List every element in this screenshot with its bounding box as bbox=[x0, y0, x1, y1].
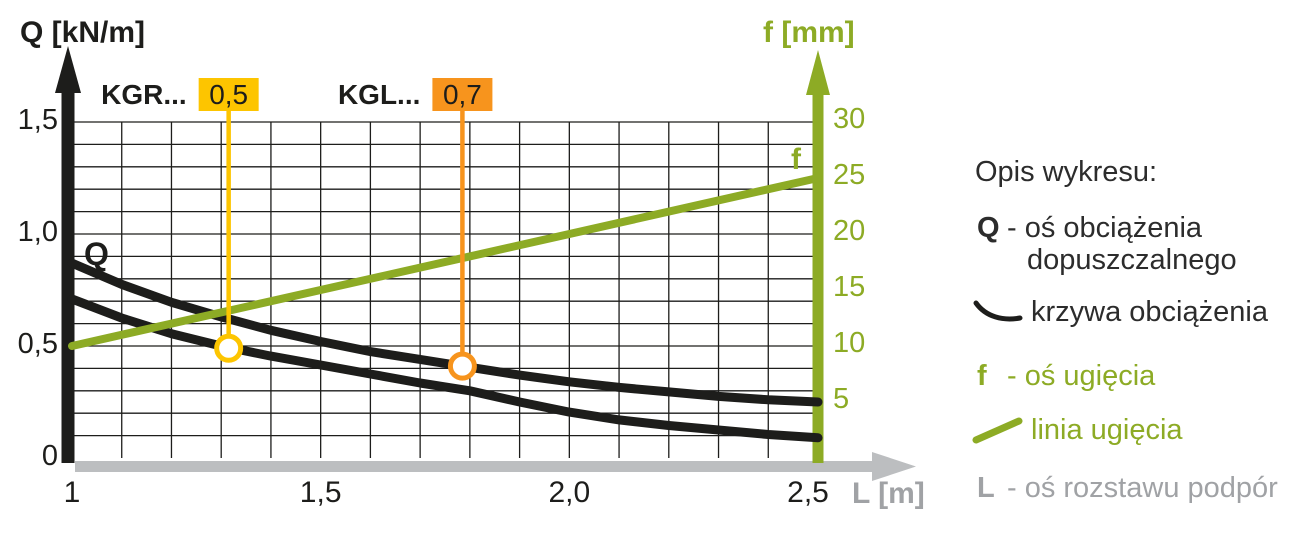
legend-l-text: - oś rozstawu podpór bbox=[1007, 472, 1278, 504]
legend-line-text: linia ugięcia bbox=[1031, 414, 1183, 446]
l-axis-arrow bbox=[872, 452, 916, 481]
legend-f-symbol: f bbox=[977, 360, 987, 392]
legend-q-symbol: Q bbox=[977, 212, 1000, 244]
legend-row-load-curve: krzywa obciążenia bbox=[973, 296, 1268, 329]
legend-row-f-axis: f - oś ugięcia bbox=[977, 360, 1155, 393]
f-axis-bar bbox=[812, 90, 824, 463]
load-curve-label: Q bbox=[84, 236, 109, 272]
load-curve bbox=[67, 258, 823, 407]
q-tick-label: 0 bbox=[42, 440, 58, 472]
legend-row-l-axis: L - oś rozstawu podpór bbox=[977, 472, 1278, 505]
f-tick-label: 30 bbox=[833, 103, 865, 135]
load-curve bbox=[67, 294, 823, 443]
legend-row-q-axis-line2: dopuszczalnego bbox=[1027, 244, 1237, 277]
f-tick-label: 10 bbox=[833, 327, 865, 359]
callout-markers: 0,5 KGR... 0,7 KGL... bbox=[101, 78, 493, 381]
callout-point-circle bbox=[447, 351, 477, 381]
f-axis-title: f [mm] bbox=[763, 16, 855, 49]
callout-badge bbox=[432, 78, 493, 111]
legend-q-text-line2: dopuszczalnego bbox=[1027, 244, 1237, 276]
f-tick-label: 5 bbox=[833, 383, 849, 415]
legend-panel: Opis wykresu: Q - oś obciążenia dopuszcz… bbox=[965, 148, 1301, 538]
load-curve-icon bbox=[973, 300, 1023, 322]
f-tick-label: 20 bbox=[833, 215, 865, 247]
legend-curve-text: krzywa obciążenia bbox=[1031, 296, 1268, 328]
q-axis-bar bbox=[61, 88, 75, 463]
legend-row-q-axis: Q - oś obciążenia bbox=[977, 212, 1202, 245]
deflection-line-label: f bbox=[791, 143, 801, 176]
f-axis-arrow bbox=[806, 50, 830, 95]
axes bbox=[55, 46, 916, 481]
l-tick-label: 1 bbox=[64, 476, 81, 509]
callout-type-label: KGL... bbox=[338, 79, 420, 110]
callout-badge-value: 0,7 bbox=[443, 79, 482, 110]
data-series bbox=[67, 174, 823, 443]
f-tick-label: 25 bbox=[833, 159, 865, 191]
q-tick-label: 1,5 bbox=[18, 104, 58, 136]
legend-title: Opis wykresu: bbox=[975, 156, 1158, 188]
f-tick-label: 15 bbox=[833, 271, 865, 303]
callout-point-circle bbox=[214, 333, 244, 363]
l-axis-bar bbox=[75, 461, 874, 472]
l-tick-label: 1,5 bbox=[300, 476, 342, 509]
grid-lines bbox=[72, 121, 818, 458]
q-axis-arrow bbox=[55, 46, 81, 93]
q-tick-label: 1,0 bbox=[18, 216, 58, 248]
callout-type-label: KGR... bbox=[101, 79, 187, 110]
q-tick-label: 0,5 bbox=[18, 328, 58, 360]
legend-l-symbol: L bbox=[977, 472, 995, 504]
legend-q-text: - oś obciążenia bbox=[1007, 212, 1203, 244]
legend-row-deflection-line: linia ugięcia bbox=[971, 414, 1183, 447]
callout-badge bbox=[198, 78, 259, 111]
callout-badge-value: 0,5 bbox=[209, 79, 248, 110]
q-axis-title: Q [kN/m] bbox=[20, 16, 146, 49]
l-tick-label: 2,0 bbox=[548, 476, 590, 509]
l-axis-title: L [m] bbox=[852, 477, 925, 510]
legend-f-text: - oś ugięcia bbox=[1007, 360, 1156, 392]
tick-labels: 0 0,5 1,0 1,5 5 10 15 20 25 30 1 1,5 2,0 2,5 bbox=[18, 103, 866, 509]
l-tick-label: 2,5 bbox=[787, 476, 829, 509]
deflection-line bbox=[68, 174, 822, 350]
deflection-line-icon bbox=[972, 417, 1023, 444]
